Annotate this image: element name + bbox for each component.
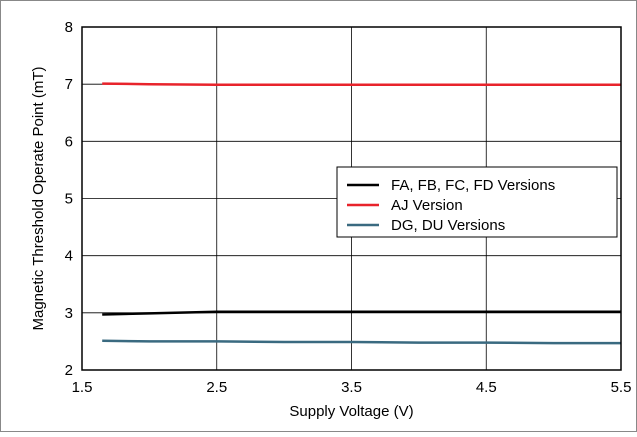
x-tick-label: 2.5	[206, 379, 227, 396]
x-tick-label: 3.5	[341, 379, 362, 396]
series-line-1	[102, 82, 621, 86]
series-line-0	[102, 310, 621, 316]
y-tick-label: 5	[65, 191, 73, 208]
y-tick-label: 6	[65, 133, 73, 150]
y-tick-label: 7	[65, 76, 73, 93]
x-axis-label: Supply Voltage (V)	[289, 403, 413, 420]
series-layer	[102, 82, 621, 345]
legend-box	[336, 166, 618, 238]
legend-label-1: AJ Version	[391, 197, 463, 214]
y-tick-label: 8	[65, 19, 73, 36]
legend-label-0: FA, FB, FC, FD Versions	[391, 177, 555, 194]
series-line-2	[102, 339, 621, 345]
x-tick-labels: 1.5 2.5 3.5 4.5 5.5	[72, 379, 632, 396]
x-tick-label: 1.5	[72, 379, 93, 396]
plot-border	[81, 26, 622, 371]
legend: FA, FB, FC, FD Versions AJ Version DG, DU …	[336, 166, 618, 238]
legend-label-2: DG, DU Versions	[391, 217, 505, 234]
y-tick-label: 2	[65, 362, 73, 379]
x-tick-label: 4.5	[476, 379, 497, 396]
y-tick-label: 4	[65, 248, 73, 265]
x-tick-label: 5.5	[611, 379, 632, 396]
y-tick-label: 3	[65, 305, 73, 322]
y-tick-labels: 2 3 4 5 6 7 8	[65, 19, 73, 379]
y-axis-label: Magnetic Threshold Operate Point (mT)	[30, 66, 47, 330]
